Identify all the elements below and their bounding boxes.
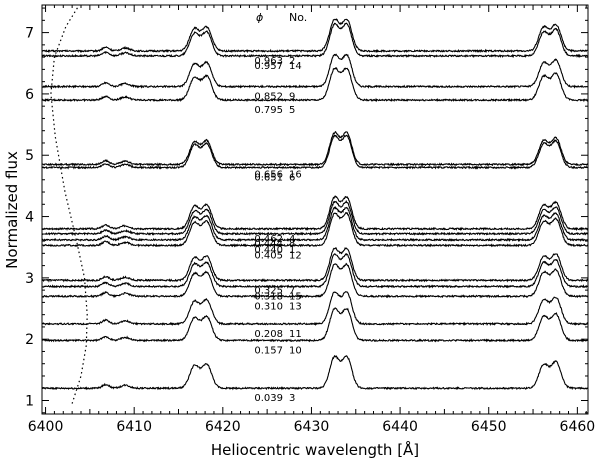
spectrum-number-label: 2 — [289, 56, 295, 67]
spectrum-line — [42, 53, 588, 89]
spectrum-line — [42, 18, 588, 54]
x-tick-label: 6400 — [28, 419, 64, 435]
spectrum-phase-label: 0.651 — [254, 172, 283, 183]
dotted-curve — [50, 5, 88, 404]
y-tick-label: 5 — [25, 148, 34, 164]
spectrum-line — [42, 252, 588, 289]
plot-frame — [41, 4, 589, 415]
spectrum-line — [42, 22, 588, 59]
y-tick-label: 4 — [25, 210, 34, 226]
spectrum-phase-label: 0.795 — [254, 105, 283, 116]
number-column-header: No. — [289, 11, 307, 24]
spectrum-line — [42, 291, 588, 327]
spectrum-line — [42, 307, 588, 343]
spectrum-line — [42, 195, 588, 232]
spectrum-phase-label: 0.039 — [254, 393, 283, 404]
spectrum-number-label: 15 — [289, 291, 302, 302]
y-tick-label: 2 — [25, 332, 34, 348]
y-tick-label: 1 — [25, 394, 34, 410]
y-axis-title: Normalized flux — [3, 151, 21, 269]
spectrum-phase-label: 0.310 — [254, 301, 283, 312]
spectrum-line — [42, 211, 588, 248]
spectrum-number-label: 7 — [289, 285, 295, 296]
spectrum-line — [42, 66, 588, 103]
spectrum-number-label: 13 — [289, 301, 302, 312]
x-tick-label: 6450 — [471, 419, 507, 435]
x-tick-label: 6460 — [560, 419, 596, 435]
spectrum-phase-label: 0.963 — [254, 56, 283, 67]
spectrum-line — [42, 247, 588, 283]
y-tick-label: 6 — [25, 87, 34, 103]
spectrum-number-label: 8 — [289, 239, 295, 250]
x-tick-label: 6420 — [205, 419, 241, 435]
phase-column-header: ϕ — [256, 11, 263, 24]
spectrum-number-label: 6 — [289, 172, 295, 183]
spectrum-number-label: 16 — [289, 169, 302, 180]
x-tick-label: 6410 — [116, 419, 152, 435]
spectrum-phase-label: 0.405 — [254, 250, 283, 261]
spectrum-phase-label: 0.208 — [254, 329, 283, 340]
spectrum-phase-label: 0.852 — [254, 92, 283, 103]
x-tick-label: 6430 — [294, 419, 330, 435]
spectrum-number-label: 9 — [289, 92, 295, 103]
spectrum-phase-label: 0.440 — [254, 245, 283, 256]
spectrum-phase-label: 0.318 — [254, 291, 283, 302]
spectrum-line — [42, 205, 588, 243]
spectrum-number-label: 1 — [289, 245, 295, 256]
spectrum-line — [42, 134, 588, 170]
spectrum-line — [42, 199, 588, 237]
spectrum-phase-label: 0.444 — [254, 239, 283, 250]
y-tick-label: 7 — [25, 26, 34, 42]
spectrum-labels: 0.963 2 0.957 14 0.852 9 0.795 5 0.656 16 0.651 6 0.… — [254, 56, 301, 404]
spectrum-number-label: 10 — [289, 345, 302, 356]
spectrum-line — [42, 262, 588, 299]
spectrum-phase-label: 0.462 — [254, 234, 283, 245]
spectrum-line — [42, 354, 588, 391]
spectrum-phase-label: 0.325 — [254, 285, 283, 296]
spectrum-number-label: 12 — [289, 250, 302, 261]
spectrum-number-label: 5 — [289, 105, 295, 116]
spectrum-phase-label: 0.957 — [254, 61, 283, 72]
spectrum-number-label: 11 — [289, 329, 302, 340]
spectrum-number-label: 14 — [289, 61, 302, 72]
spectrum-phase-label: 0.157 — [254, 345, 283, 356]
spectrum-number-label: 4 — [289, 234, 295, 245]
spectra-series — [42, 5, 588, 404]
spectrum-line — [42, 130, 588, 167]
y-tick-label: 3 — [25, 271, 34, 287]
spectrum-number-label: 3 — [289, 393, 295, 404]
tick-marks — [42, 5, 588, 414]
x-tick-label: 6440 — [382, 419, 418, 435]
x-axis-title: Heliocentric wavelength [Å] — [211, 440, 419, 459]
spectrum-phase-label: 0.656 — [254, 169, 283, 180]
